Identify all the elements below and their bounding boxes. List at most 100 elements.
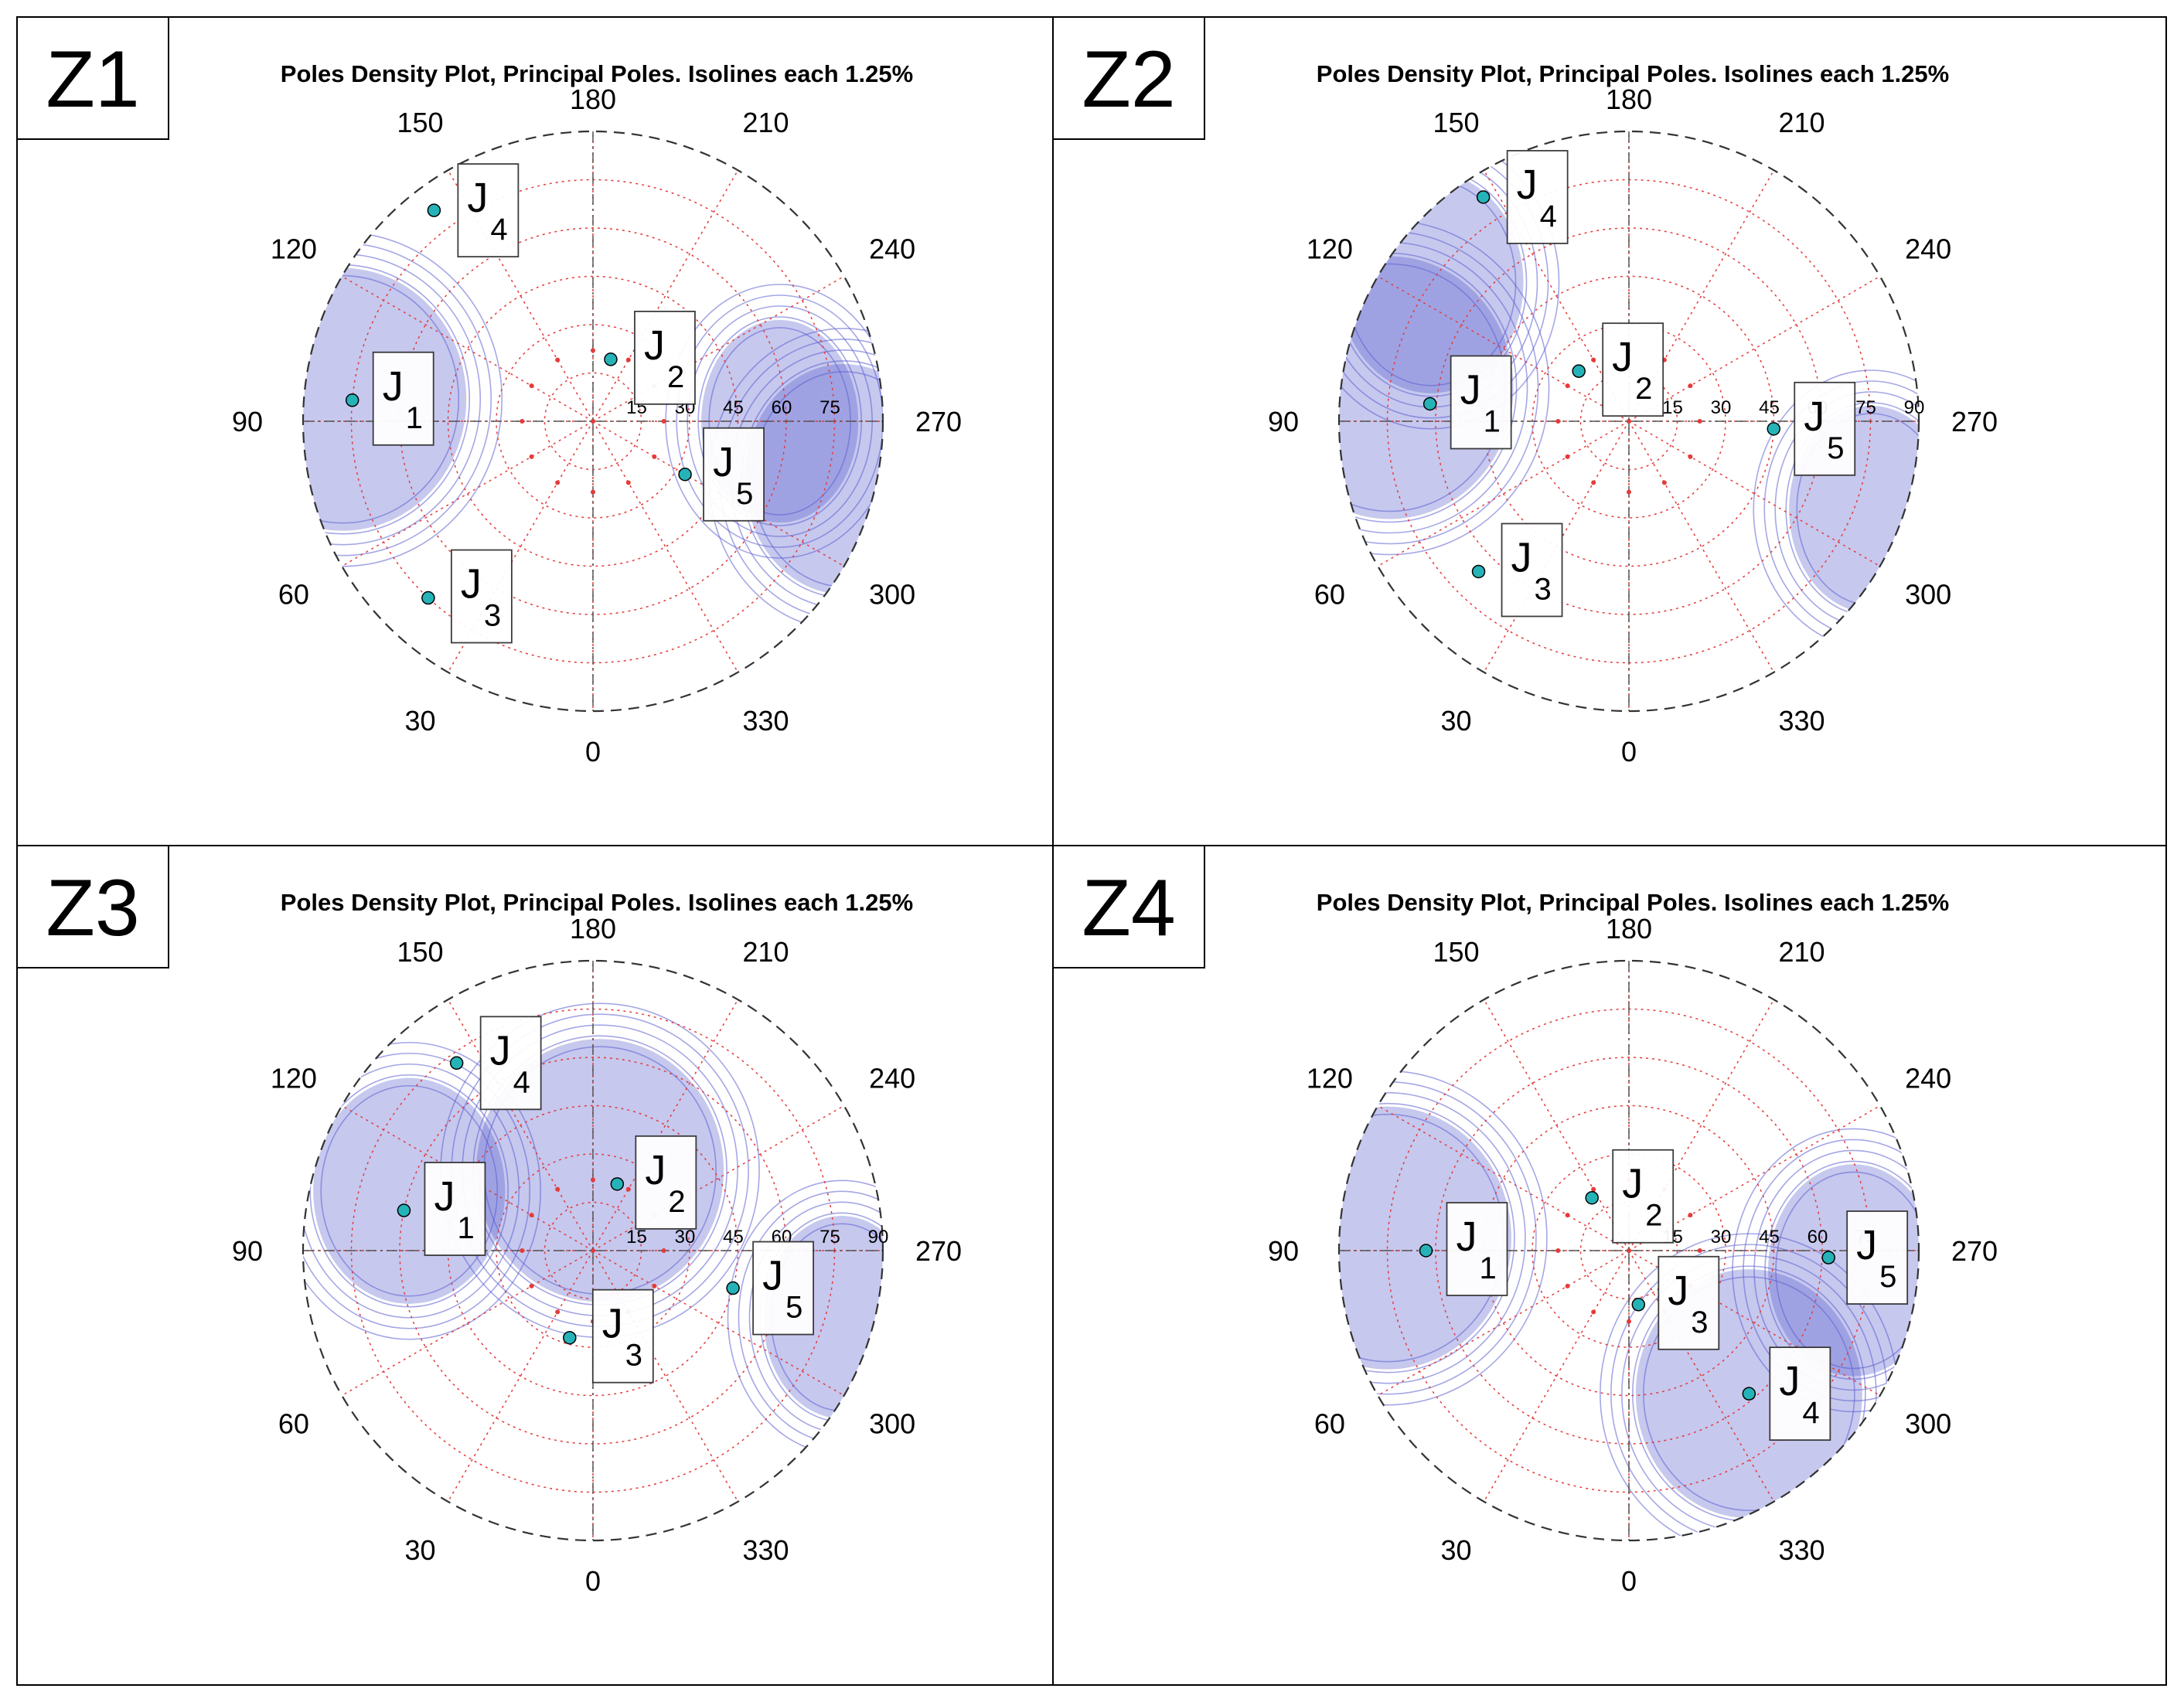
- pole-label-letter: J: [383, 363, 404, 410]
- azimuth-tick-label: 240: [869, 233, 915, 265]
- pole-label-box: [450, 549, 513, 644]
- azimuth-tick-label: 300: [869, 579, 915, 611]
- azimuth-tick-label: 90: [1268, 406, 1299, 437]
- dip-ring: [447, 275, 739, 567]
- azimuth-tick-label: 300: [869, 1408, 915, 1440]
- isoline: [1743, 1139, 1919, 1402]
- pole-label-subscript: 4: [1540, 199, 1557, 233]
- pole-label-subscript: 3: [625, 1339, 642, 1373]
- pole-label-subscript: 3: [1691, 1305, 1708, 1339]
- azimuth-spoke: [1483, 999, 1630, 1251]
- azimuth-tick-label: 180: [1606, 83, 1652, 115]
- panel-label-box: [16, 845, 169, 968]
- center-marker: [1555, 1248, 1561, 1253]
- azimuth-tick-label: 240: [869, 1063, 915, 1094]
- pole-label-box: [752, 1241, 815, 1336]
- azimuth-tick-label: 30: [404, 705, 435, 737]
- dip-tick-label: 75: [1855, 397, 1876, 418]
- isoline: [320, 1084, 499, 1297]
- dip-ring: [1483, 1105, 1775, 1397]
- pole-marker: [726, 1281, 740, 1295]
- center-marker: [1565, 1283, 1570, 1288]
- density-zone: [1339, 1106, 1511, 1370]
- pole-label-subscript: 3: [1535, 572, 1552, 606]
- pole-label-box: [635, 1135, 697, 1230]
- pole-label-subscript: 5: [1879, 1260, 1896, 1294]
- pole-label-subscript: 1: [1480, 1251, 1497, 1285]
- chart-title: Poles Density Plot, Principal Poles. Iso…: [281, 889, 913, 916]
- center-marker: [1591, 1309, 1596, 1315]
- azimuth-tick-label: 90: [232, 1235, 263, 1267]
- isoline: [309, 1074, 509, 1308]
- center-marker: [1661, 480, 1667, 485]
- pole-label-box: [1769, 1346, 1831, 1442]
- pole-label-subscript: 5: [736, 477, 753, 511]
- pole-label-box: [1658, 1255, 1720, 1350]
- pole-label-subscript: 1: [406, 401, 423, 435]
- azimuth-tick-label: 180: [570, 913, 616, 945]
- azimuth-spoke: [592, 420, 739, 673]
- dip-tick-label: 30: [1711, 1227, 1732, 1248]
- pole-label-subscript: 1: [1484, 404, 1501, 438]
- dip-tick-label: 75: [819, 397, 840, 418]
- center-marker: [661, 419, 666, 424]
- azimuth-tick-label: 120: [271, 233, 317, 265]
- pole-label-subscript: 4: [490, 213, 507, 247]
- panel-label: Z4: [1082, 863, 1175, 953]
- center-marker: [1591, 480, 1596, 485]
- center-marker: [652, 1283, 657, 1288]
- dip-tick-label: 45: [723, 397, 744, 418]
- center-marker: [520, 419, 525, 424]
- center-marker: [1688, 454, 1693, 459]
- azimuth-spoke: [592, 1105, 845, 1251]
- azimuth-tick-label: 270: [915, 406, 962, 437]
- pole-marker: [1742, 1387, 1756, 1401]
- pole-label-letter: J: [1622, 1161, 1643, 1207]
- pole-label-box: [457, 163, 520, 258]
- azimuth-tick-label: 210: [1778, 936, 1825, 968]
- pole-label-subscript: 2: [667, 360, 684, 394]
- center-marker: [555, 1186, 560, 1192]
- azimuth-tick-label: 150: [397, 107, 443, 138]
- pole-label-letter: J: [434, 1173, 455, 1220]
- center-marker: [555, 1309, 560, 1315]
- net-outline: [302, 959, 884, 1542]
- azimuth-tick-label: 210: [1778, 107, 1825, 138]
- azimuth-tick-label: 330: [742, 1534, 789, 1566]
- pole-label-box: [1846, 1210, 1909, 1305]
- pole-label-letter: J: [490, 1027, 511, 1074]
- azimuth-spoke: [592, 420, 845, 567]
- center-marker: [529, 1283, 534, 1288]
- pole-marker: [1476, 190, 1491, 204]
- panel-label: Z3: [46, 863, 139, 953]
- net-outline: [1337, 130, 1920, 713]
- net-outline: [1337, 959, 1920, 1542]
- center-marker: [520, 1248, 525, 1253]
- pole-label-letter: J: [1517, 162, 1538, 208]
- azimuth-tick-label: 30: [1440, 1534, 1471, 1566]
- panel-label: Z2: [1082, 35, 1175, 124]
- pole-label-letter: J: [645, 1147, 666, 1193]
- pole-label-letter: J: [1460, 366, 1481, 413]
- azimuth-spoke: [1628, 999, 1775, 1251]
- azimuth-tick-label: 60: [278, 1408, 309, 1440]
- dip-tick-label: 75: [819, 1227, 840, 1248]
- azimuth-spoke: [341, 1105, 594, 1251]
- center-marker: [1565, 1213, 1570, 1218]
- isoline: [303, 274, 460, 524]
- azimuth-tick-label: 90: [232, 406, 263, 437]
- pole-label-subscript: 5: [1827, 431, 1844, 465]
- pole-label-box: [1794, 381, 1856, 476]
- center-marker: [1627, 489, 1631, 495]
- pole-marker: [563, 1330, 577, 1345]
- pole-marker: [449, 1056, 464, 1071]
- pole-label-subscript: 2: [668, 1185, 685, 1219]
- azimuth-tick-label: 90: [1268, 1235, 1299, 1267]
- dip-tick-label: 45: [723, 1227, 744, 1248]
- azimuth-spoke: [1628, 1250, 1881, 1397]
- dip-tick-label: 60: [772, 397, 792, 418]
- dip-tick-label: 90: [868, 1227, 889, 1248]
- center-marker: [555, 357, 560, 363]
- azimuth-spoke: [341, 275, 594, 422]
